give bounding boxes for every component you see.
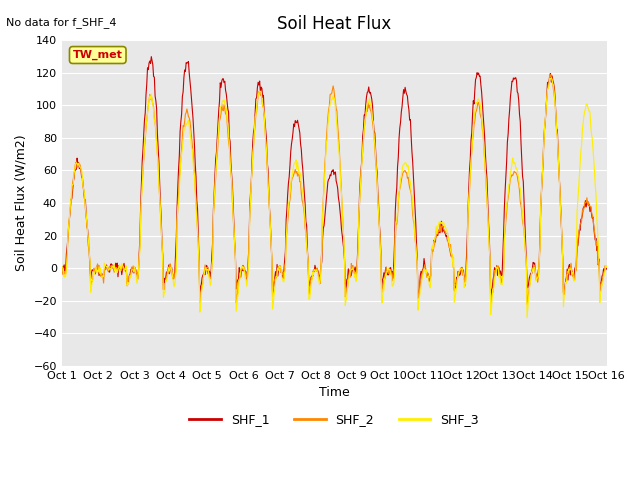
Text: TW_met: TW_met — [73, 50, 123, 60]
SHF_2 — [58, 264, 66, 270]
SHF_3 — [603, 264, 611, 270]
SHF_3 — [124, 279, 132, 285]
SHF_2 — [124, 281, 132, 287]
SHF_2 — [401, 168, 408, 174]
SHF_2 — [487, 306, 495, 312]
SHF_3 — [547, 75, 555, 81]
SHF_2 — [417, 279, 424, 285]
SHF_1 — [147, 54, 155, 60]
SHF_3 — [401, 161, 408, 167]
SHF_3 — [58, 264, 66, 269]
SHF_3 — [524, 315, 531, 321]
SHF_3 — [417, 287, 424, 293]
SHF_3 — [208, 262, 216, 267]
Title: Soil Heat Flux: Soil Heat Flux — [277, 15, 392, 33]
X-axis label: Time: Time — [319, 386, 349, 399]
SHF_1 — [209, 239, 216, 245]
Text: No data for f_SHF_4: No data for f_SHF_4 — [6, 17, 117, 28]
Y-axis label: Soil Heat Flux (W/m2): Soil Heat Flux (W/m2) — [15, 135, 28, 271]
Line: SHF_1: SHF_1 — [62, 57, 607, 297]
SHF_1 — [417, 268, 425, 274]
SHF_1 — [124, 279, 132, 285]
Line: SHF_3: SHF_3 — [62, 78, 607, 318]
SHF_3 — [179, 136, 187, 142]
SHF_2 — [546, 72, 554, 77]
SHF_1 — [68, 196, 76, 202]
SHF_3 — [68, 183, 76, 189]
Line: SHF_2: SHF_2 — [62, 74, 607, 309]
Legend: SHF_1, SHF_2, SHF_3: SHF_1, SHF_2, SHF_3 — [184, 408, 484, 432]
SHF_2 — [68, 194, 76, 200]
SHF_2 — [208, 264, 216, 270]
SHF_1 — [180, 75, 188, 81]
SHF_2 — [179, 123, 187, 129]
SHF_1 — [58, 264, 66, 269]
SHF_1 — [401, 84, 409, 90]
SHF_1 — [603, 265, 611, 271]
SHF_2 — [603, 264, 611, 269]
SHF_1 — [487, 294, 495, 300]
